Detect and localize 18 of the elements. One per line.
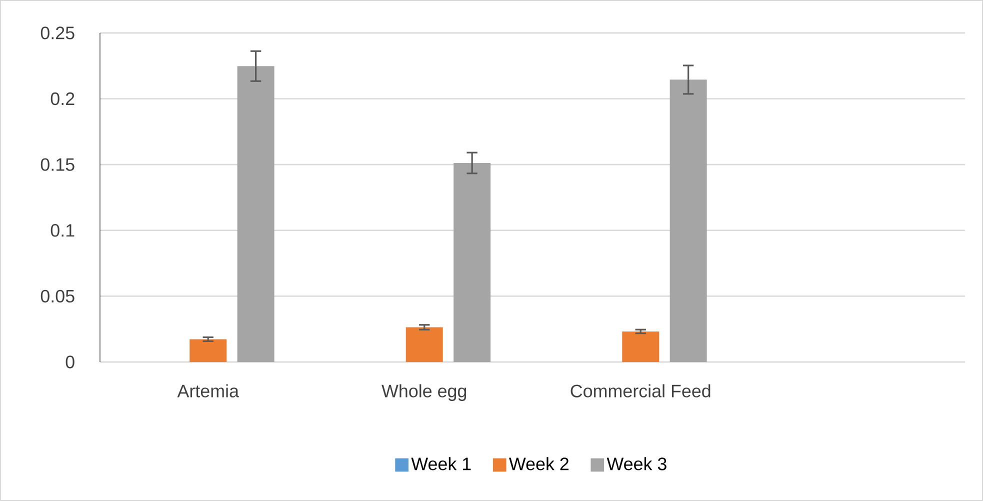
x-tick-label: Commercial Feed — [570, 384, 710, 398]
legend-label: Week 1 — [411, 457, 471, 470]
y-tick-label: 0.05 — [40, 290, 74, 303]
y-tick-label: 0.2 — [50, 92, 74, 106]
bar — [454, 163, 491, 362]
legend-label: Week 2 — [509, 457, 568, 470]
bar — [237, 66, 274, 362]
bar — [670, 80, 707, 362]
x-tick-label: Artemia — [177, 384, 240, 398]
bar — [190, 339, 227, 362]
bar — [622, 331, 660, 362]
bar — [406, 327, 443, 362]
y-tick-label: 0.15 — [40, 158, 74, 171]
y-tick-label: 0 — [66, 356, 74, 368]
y-tick-label: 0.25 — [40, 26, 74, 40]
x-tick-label: Whole egg — [382, 384, 466, 401]
y-tick-label: 0.1 — [50, 224, 74, 237]
legend-label: Week 3 — [606, 457, 666, 470]
